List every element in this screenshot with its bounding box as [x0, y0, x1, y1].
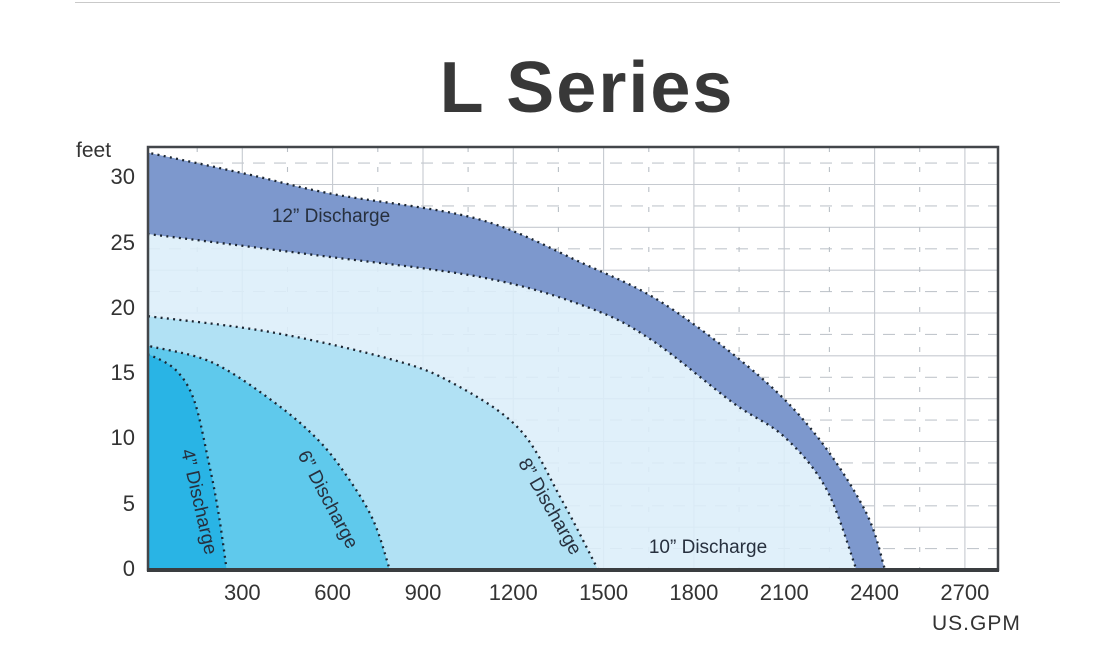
y-tick-label: 30	[110, 164, 135, 190]
y-axis-unit-label: feet	[76, 139, 112, 162]
region-12in-discharge-band	[148, 152, 886, 570]
x-tick-label: 300	[223, 580, 261, 605]
x-tick-label: 1800	[669, 580, 719, 605]
y-tick-label: 15	[110, 360, 135, 386]
y-tick-label: 0	[122, 556, 135, 581]
x-tick-label: 2700	[940, 580, 990, 605]
curve-12in-upper	[148, 151, 887, 570]
curve-12in-lower	[148, 232, 858, 570]
x-tick-label: 1500	[579, 580, 629, 605]
plot-border	[146, 145, 1000, 572]
region-label-10in-discharge: 10” Discharge	[648, 537, 768, 558]
x-axis-unit-label: US.GPM	[932, 612, 1021, 635]
region-label-12in-discharge: 12” Discharge	[271, 206, 391, 227]
y-tick-label: 10	[110, 425, 135, 451]
discharge-regions	[148, 152, 886, 570]
region-4in-discharge	[148, 354, 227, 570]
x-tick-label: 900	[404, 580, 442, 605]
top-rule	[75, 2, 1060, 3]
y-tick-label: 25	[110, 229, 135, 255]
curve-8in	[148, 315, 600, 570]
y-tick-label: 20	[110, 294, 135, 320]
plot-layers	[148, 147, 998, 570]
chart-title: L Series	[439, 48, 735, 128]
y-tick-label: 5	[122, 490, 135, 516]
x-tick-label: 2400	[850, 580, 900, 605]
boundary-curves	[148, 151, 887, 570]
x-tick-label: 1200	[488, 580, 538, 605]
x-tick-label: 2100	[759, 580, 809, 605]
x-tick-label: 600	[314, 580, 351, 605]
